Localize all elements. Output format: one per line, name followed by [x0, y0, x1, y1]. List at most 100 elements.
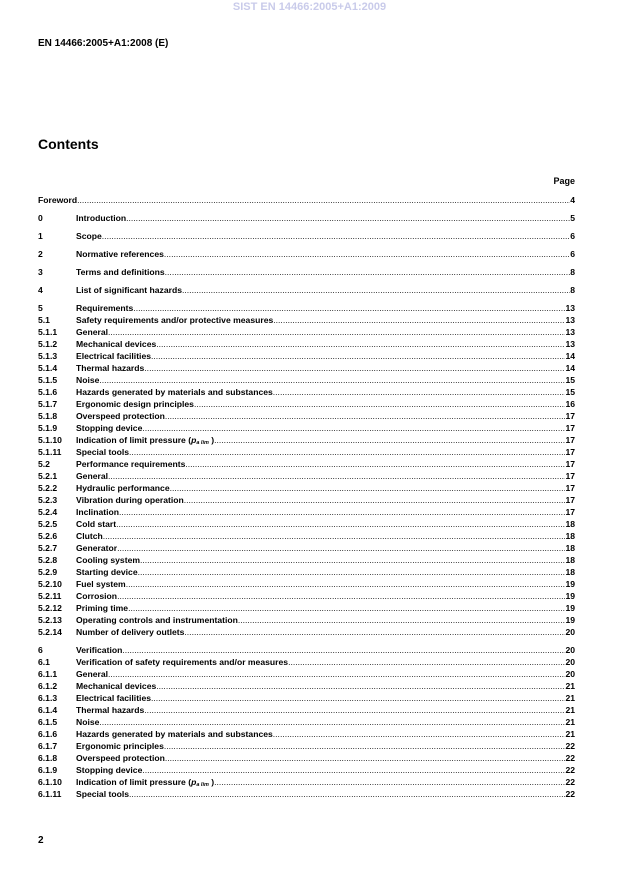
toc-entry-title-text: Cooling system: [76, 555, 140, 565]
toc-entry-number: 6.1.5: [38, 717, 58, 727]
toc-entry-number: 6.1.9: [38, 765, 58, 775]
toc-entry[interactable]: 5.1.10 Indication of limit pressure (pa l…: [38, 434, 575, 446]
toc-entry[interactable]: 5.2.8 Cooling system 18: [38, 554, 575, 566]
toc-entry-title-text: Ergonomic principles: [76, 741, 164, 751]
toc-entry[interactable]: 5.1.8 Overspeed protection 17: [38, 410, 575, 422]
toc-entry-number: 5.2: [38, 459, 50, 469]
toc-entry-number: 5.2.14: [38, 627, 62, 637]
toc-entry[interactable]: 5.2.12 Priming time 19: [38, 602, 575, 614]
toc-entry-page: 21: [565, 693, 575, 703]
toc-entry[interactable]: 6.1.4 Thermal hazards 21: [38, 704, 575, 716]
toc-entry[interactable]: 5.2.3 Vibration during operation 17: [38, 494, 575, 506]
toc-entry-number: 6: [38, 645, 43, 655]
dot-leader: [142, 764, 565, 776]
toc-entry[interactable]: 6.1.10 Indication of limit pressure (pa l…: [38, 776, 575, 788]
toc-entry[interactable]: 5.2.7 Generator 18: [38, 542, 575, 554]
toc-entry[interactable]: 5.1.2 Mechanical devices 13: [38, 338, 575, 350]
toc-entry[interactable]: 5.2.6 Clutch 18: [38, 530, 575, 542]
dot-leader: [144, 704, 565, 716]
toc-entry[interactable]: 5.1.1 General 13: [38, 326, 575, 338]
toc-entry-number: 5.1.5: [38, 375, 58, 385]
toc-entry-number: 5.2.8: [38, 555, 58, 565]
symbol: p: [191, 435, 197, 445]
dot-leader: [117, 590, 565, 602]
dot-leader: [126, 212, 570, 224]
toc-entry-number: 4: [38, 285, 43, 295]
dot-leader: [273, 728, 566, 740]
toc-entry[interactable]: 6.1.8 Overspeed protection 22: [38, 752, 575, 764]
toc-entry-number: 5.1.11: [38, 447, 62, 457]
toc-entry[interactable]: 3 Terms and definitions 8: [38, 266, 575, 278]
toc-entry[interactable]: 5.2.5 Cold start 18: [38, 518, 575, 530]
toc-entry[interactable]: 5.1 Safety requirements and/or protective…: [38, 314, 575, 326]
toc-entry-title-text: List of significant hazards: [76, 285, 183, 295]
dot-leader: [170, 482, 566, 494]
toc-entry-number: 5.1.1: [38, 327, 58, 337]
toc-entry-page: 15: [565, 387, 575, 397]
watermark: SIST EN 14466:2005+A1:2009: [232, 1, 387, 13]
toc-entry[interactable]: 5.2 Performance requirements 17: [38, 458, 575, 470]
toc-entry[interactable]: 5.2.9 Starting device 18: [38, 566, 575, 578]
toc-entry[interactable]: 5.2.4 Inclination 17: [38, 506, 575, 518]
toc-entry[interactable]: 5.1.3 Electrical facilities 14: [38, 350, 575, 362]
toc-entry[interactable]: 6.1.7 Ergonomic principles 22: [38, 740, 575, 752]
toc-entry[interactable]: 5.2.10 Fuel system 19: [38, 578, 575, 590]
toc-entry-title: Hazards generated by materials and subst…: [76, 728, 273, 740]
toc-entry-number: 5.2.13: [38, 615, 62, 625]
toc-entry-page: 21: [565, 717, 575, 727]
toc-entry[interactable]: 5.2.13 Operating controls and instrumenta…: [38, 614, 575, 626]
toc-entry-title: Corrosion: [76, 590, 117, 602]
toc-entry[interactable]: 6.1.2 Mechanical devices 21: [38, 680, 575, 692]
toc-entry-title-text: Requirements: [76, 303, 134, 313]
dot-leader: [184, 494, 566, 506]
toc-entry-title: Generator: [76, 542, 117, 554]
toc-entry[interactable]: 6.1.1 General 20: [38, 668, 575, 680]
toc-entry[interactable]: Foreword 4: [38, 194, 575, 206]
toc-entry-page: 13: [565, 327, 575, 337]
toc-entry-number: 1: [38, 231, 43, 241]
toc-entry-title-text: Indication of limit pressure (: [76, 435, 192, 445]
toc-entry-title: Scope: [76, 230, 102, 242]
toc-entry-title-text: Special tools: [76, 447, 130, 457]
toc-entry-page: 18: [565, 519, 575, 529]
toc-entry[interactable]: 5.1.5 Noise 15: [38, 374, 575, 386]
dot-leader: [185, 458, 565, 470]
toc-entry-number: 5.2.4: [38, 507, 58, 517]
toc-entry[interactable]: 1 Scope 6: [38, 230, 575, 242]
toc-entry-title: General: [76, 668, 108, 680]
dot-leader: [273, 386, 566, 398]
toc-entry[interactable]: 5.2.1 General 17: [38, 470, 575, 482]
toc-entry-number: 5.1.9: [38, 423, 58, 433]
toc-entry[interactable]: 5.1.9 Stopping device 17: [38, 422, 575, 434]
dot-leader: [156, 680, 565, 692]
page-column-label: Page: [553, 176, 575, 186]
toc-entry[interactable]: 5 Requirements 13: [38, 302, 575, 314]
toc-entry[interactable]: 6.1 Verification of safety requirements a…: [38, 656, 575, 668]
toc-entry[interactable]: 0 Introduction 5: [38, 212, 575, 224]
toc-entry[interactable]: 4 List of significant hazards 8: [38, 284, 575, 296]
toc-entry[interactable]: 6.1.11 Special tools 22: [38, 788, 575, 800]
toc-entry[interactable]: 5.2.11 Corrosion 19: [38, 590, 575, 602]
toc-entry-page: 8: [570, 285, 575, 295]
toc-entry[interactable]: 2 Normative references 6: [38, 248, 575, 260]
toc-entry[interactable]: 6.1.5 Noise 21: [38, 716, 575, 728]
dot-leader: [77, 194, 570, 206]
toc-entry[interactable]: 5.1.7 Ergonomic design principles 16: [38, 398, 575, 410]
toc-entry-title: Overspeed protection: [76, 752, 165, 764]
toc-entry-title-text: Fuel system: [76, 579, 126, 589]
toc-entry-title: Hazards generated by materials and subst…: [76, 386, 273, 398]
toc-entry-number: 5.1: [38, 315, 50, 325]
toc-entry-title: Noise: [76, 716, 99, 728]
toc-entry[interactable]: 5.1.11 Special tools 17: [38, 446, 575, 458]
toc-entry[interactable]: 5.2.14 Number of delivery outlets 20: [38, 626, 575, 638]
toc-entry[interactable]: 5.1.4 Thermal hazards 14: [38, 362, 575, 374]
toc-entry[interactable]: 6.1.6 Hazards generated by materials and …: [38, 728, 575, 740]
toc-entry[interactable]: 6.1.3 Electrical facilities 21: [38, 692, 575, 704]
dot-leader: [164, 740, 566, 752]
toc-entry[interactable]: 5.2.2 Hydraulic performance 17: [38, 482, 575, 494]
toc-entry[interactable]: 6.1.9 Stopping device 22: [38, 764, 575, 776]
toc-entry-number: 6.1.3: [38, 693, 58, 703]
toc-entry-number: 5.1.10: [38, 435, 62, 445]
toc-entry[interactable]: 6 Verification 20: [38, 644, 575, 656]
toc-entry[interactable]: 5.1.6 Hazards generated by materials and …: [38, 386, 575, 398]
